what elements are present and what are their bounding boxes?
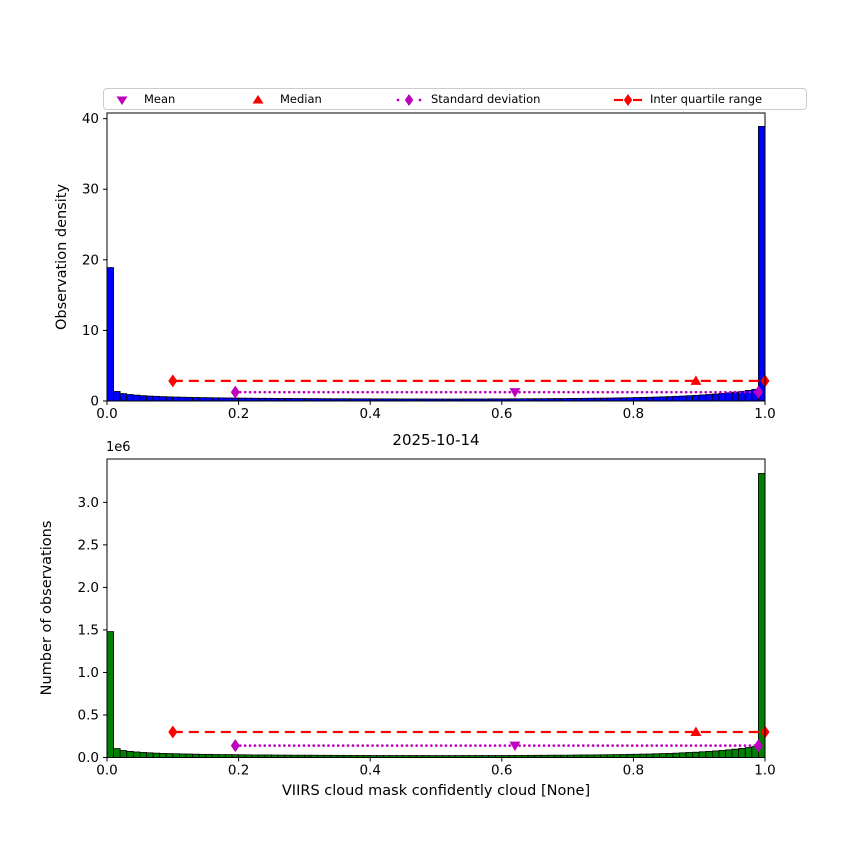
svg-text:0.2: 0.2 (228, 763, 249, 779)
top-iqr-left-diamond (168, 374, 178, 388)
y-axis-offset-label: 1e6 (106, 440, 131, 455)
top-axes-frame (106, 112, 766, 402)
top-overlay-markers (168, 374, 770, 399)
svg-text:3.0: 3.0 (78, 495, 99, 511)
median-legend-glyph (252, 95, 264, 104)
svg-text:0.6: 0.6 (491, 763, 512, 779)
svg-text:0.0: 0.0 (96, 763, 117, 779)
svg-text:0.0: 0.0 (96, 406, 117, 422)
svg-text:0.0: 0.0 (78, 750, 99, 766)
top-std-right-diamond (753, 385, 763, 399)
plot-title: 2025-10-14 (392, 431, 480, 449)
top-mean-marker (509, 388, 521, 398)
bottom-mean-marker (509, 741, 521, 752)
svg-text:1.0: 1.0 (754, 406, 775, 422)
bottom-overlay-markers (168, 725, 770, 753)
top-y-axis-label: Observation density (54, 183, 70, 331)
bottom-y-axis-label: Number of observations (39, 520, 55, 696)
legend-item-std: Standard deviation (395, 89, 540, 109)
legend-item-median: Median (244, 89, 322, 109)
bottom-axes-frame (106, 458, 766, 758)
svg-text:10: 10 (82, 323, 99, 339)
top-histogram-bars (106, 126, 766, 402)
legend-label-std: Standard deviation (431, 92, 541, 106)
svg-text:2.0: 2.0 (78, 580, 99, 596)
svg-text:40: 40 (82, 111, 99, 127)
svg-text:0.8: 0.8 (623, 406, 644, 422)
bottom-std-right-diamond (753, 739, 763, 753)
top-median-marker (690, 375, 702, 385)
svg-text:0.4: 0.4 (359, 763, 380, 779)
legend-item-iqr: Inter quartile range (614, 89, 762, 109)
svg-text:2.5: 2.5 (78, 537, 99, 553)
svg-text:0.8: 0.8 (623, 763, 644, 779)
legend-label-mean: Mean (144, 92, 176, 106)
mean-legend-glyph (116, 96, 128, 105)
standard-deviation-legend-glyph (396, 94, 422, 106)
median-marker-icon (244, 92, 272, 106)
x-axis-label: VIIRS cloud mask confidently cloud [None… (281, 783, 591, 799)
svg-text:0.2: 0.2 (228, 406, 249, 422)
iqr-marker-icon (614, 92, 642, 106)
legend-item-mean: Mean (108, 89, 175, 109)
bottom-plot: 0.0 0.2 0.4 0.6 0.8 1.0 0.0 0.5 1.0 1.5 2.0 2.5 3.0 (78, 458, 776, 779)
bottom-median-marker (690, 726, 702, 736)
mean-marker-icon (108, 92, 136, 106)
svg-text:0.4: 0.4 (359, 406, 380, 422)
svg-text:1.0: 1.0 (754, 763, 775, 779)
svg-text:30: 30 (82, 182, 99, 198)
bottom-std-left-diamond (230, 739, 240, 753)
top-y-axis-ticks: 0 10 20 30 40 (82, 111, 107, 410)
top-plot: 0.0 0.2 0.4 0.6 0.8 1.0 0 10 20 30 40 (82, 111, 776, 422)
bottom-y-axis-ticks: 0.0 0.5 1.0 1.5 2.0 2.5 3.0 (78, 495, 107, 766)
svg-text:0.6: 0.6 (491, 406, 512, 422)
top-x-axis-ticks: 0.0 0.2 0.4 0.6 0.8 1.0 (96, 401, 776, 422)
legend-label-iqr: Inter quartile range (650, 92, 763, 106)
bottom-histogram-bars (106, 473, 766, 758)
svg-text:1.0: 1.0 (78, 665, 99, 681)
std-deviation-marker-icon (395, 92, 423, 106)
legend-label-median: Median (280, 92, 322, 106)
legend: Mean Median Standard deviation Inter qua… (103, 88, 807, 110)
top-std-left-diamond (230, 385, 240, 399)
svg-text:0.5: 0.5 (78, 707, 99, 723)
inter-quartile-range-legend-glyph (614, 94, 642, 106)
bottom-iqr-left-diamond (168, 725, 178, 739)
svg-text:1.5: 1.5 (78, 622, 99, 638)
bottom-x-axis-ticks: 0.0 0.2 0.4 0.6 0.8 1.0 (96, 757, 776, 779)
svg-text:20: 20 (82, 252, 99, 268)
svg-text:0: 0 (90, 394, 99, 410)
